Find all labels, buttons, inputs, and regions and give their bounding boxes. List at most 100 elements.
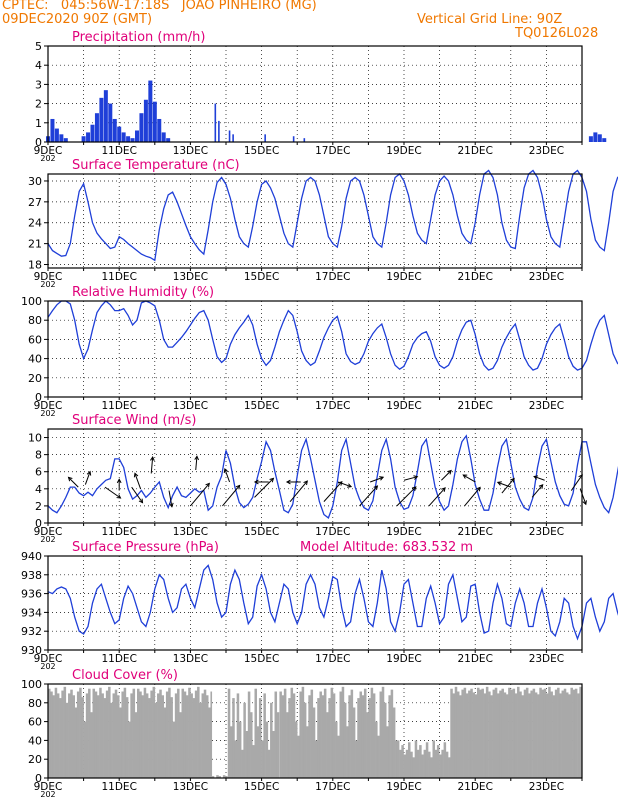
precip-bar	[59, 134, 64, 142]
precip-bar	[103, 90, 108, 142]
wind-arrow-head	[150, 456, 155, 461]
cloud-bar	[348, 695, 351, 778]
cloud-bar	[534, 692, 538, 778]
precip-xtick-label: 15DEC	[244, 145, 279, 157]
cloud-bar	[355, 740, 358, 778]
cloud-bar	[557, 687, 560, 778]
cloud-bar	[441, 749, 444, 778]
cloud-bar	[432, 740, 436, 778]
cloud-bar	[405, 749, 409, 778]
temp-xtick-label: 15DEC	[244, 271, 279, 283]
cloud-bar	[208, 707, 211, 778]
cloud-bar	[492, 689, 496, 778]
wind-ytick-label: 8	[35, 449, 42, 462]
cloud-bar	[545, 693, 549, 778]
cloud-bar	[430, 757, 433, 778]
cloud-bar	[383, 702, 387, 778]
cloud-bar	[425, 742, 429, 778]
cloud-bar	[190, 693, 193, 778]
pres-ytick-label: 932	[21, 625, 42, 638]
cloud-bar	[465, 693, 469, 778]
cloud-bar	[105, 690, 109, 778]
cloud-bar	[256, 726, 260, 778]
wind-arrow	[68, 476, 79, 488]
cloud-bar	[519, 691, 522, 778]
precip-bar	[292, 136, 295, 142]
cloud-bar	[48, 688, 51, 778]
cloud-bar	[574, 688, 578, 778]
cloud-bar	[281, 695, 285, 778]
precip-frame	[47, 45, 583, 143]
cloud-bar	[96, 695, 100, 778]
wind-ytick-label: 4	[35, 483, 42, 496]
cloud-bar	[488, 691, 491, 778]
cloud-bar	[523, 689, 527, 778]
cloud-ytick-label: 60	[28, 716, 42, 729]
cloud-bar	[263, 693, 266, 778]
cloud-ytick-label: 40	[28, 734, 42, 747]
rh-xtick-label: 17DEC	[315, 400, 350, 412]
rh-ytick-label: 100	[21, 295, 42, 308]
rh-ytick-label: 20	[28, 372, 42, 385]
cloud-bar	[70, 689, 73, 778]
cloud-bar	[72, 695, 75, 778]
cloud-bar	[272, 731, 275, 778]
cloud-bar	[428, 751, 431, 778]
wind-title: Surface Wind (m/s)	[72, 413, 196, 428]
wind-panel	[44, 428, 618, 526]
cloud-bar	[341, 686, 345, 778]
wind-arrow	[370, 476, 384, 483]
run-date: 09DEC2020 90Z (GMT)	[2, 12, 153, 27]
wind-arrow-head	[223, 468, 229, 474]
precip-bar	[228, 130, 231, 142]
wind-arrow	[104, 486, 121, 499]
wind-arrow	[497, 481, 511, 488]
wind-arrow	[190, 483, 210, 507]
cloud-bar	[222, 775, 226, 778]
cloud-bar	[490, 695, 493, 778]
cloud-bar	[134, 712, 138, 778]
cloud-bar	[83, 721, 87, 778]
precip-title: Precipitation (mm/h)	[72, 30, 205, 45]
pres-xtick-label: 21DEC	[457, 653, 492, 665]
cloud-bar	[112, 693, 116, 778]
cloud-bar	[181, 688, 185, 778]
cloud-bar	[210, 691, 213, 778]
cloud-bar	[501, 688, 504, 778]
cloud-bar	[310, 689, 314, 778]
cloud-bar	[419, 745, 422, 778]
station-header: CPTEC: 045:56W-17:18S JOAO PINHEIRO (MG)	[2, 0, 317, 13]
pres-xtick-label: 17DEC	[315, 653, 350, 665]
cloud-bar	[163, 707, 167, 778]
rh-title: Relative Humidity (%)	[72, 285, 214, 300]
cloud-bar	[379, 691, 383, 778]
pres-subtitle: Model Altitude: 683.532 m	[300, 540, 473, 555]
cloud-bar	[218, 776, 221, 778]
pres-ytick-label: 934	[21, 606, 42, 619]
rh-xtick-label: 19DEC	[386, 400, 421, 412]
cloud-bar	[476, 687, 480, 778]
wind-arrow	[428, 487, 446, 507]
cloud-bar	[550, 691, 553, 778]
temp-title: Surface Temperature (nC)	[72, 158, 240, 173]
cloud-bar	[63, 686, 67, 778]
cloud-bar	[319, 691, 322, 778]
cloud-panel	[44, 683, 583, 781]
cloud-bar	[211, 776, 215, 778]
pres-xtick-label: 11DEC	[101, 653, 136, 665]
precip-bar	[303, 138, 306, 142]
cloud-bar	[279, 691, 282, 778]
cloud-bar	[56, 693, 60, 778]
rh-xtick-label: 15DEC	[244, 400, 279, 412]
cloud-bar	[337, 735, 340, 778]
cloud-bar	[143, 687, 147, 778]
cloud-bar	[54, 687, 58, 778]
cloud-bar	[375, 721, 378, 778]
precip-xtick-label: 21DEC	[457, 145, 492, 157]
wind-arrow	[84, 471, 91, 485]
cloud-bar	[90, 712, 93, 778]
precip-bar	[588, 136, 593, 142]
cloud-bar	[92, 688, 96, 778]
pres-xtick-label: 19DEC	[386, 653, 421, 665]
cloud-bar	[301, 686, 305, 778]
